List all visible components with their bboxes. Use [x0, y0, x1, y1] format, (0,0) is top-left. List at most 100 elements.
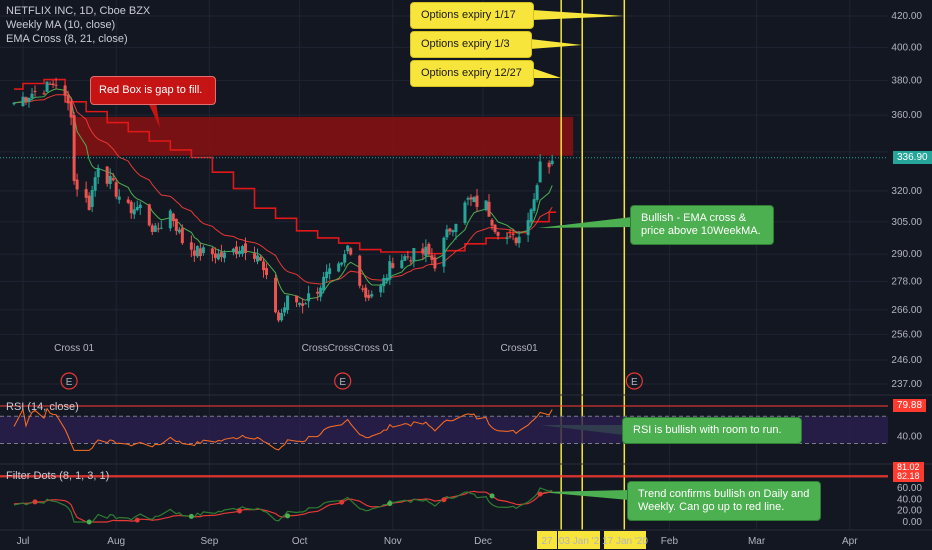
candle-body [189, 242, 193, 250]
candle-body [517, 236, 521, 244]
candle-body [496, 232, 500, 236]
candle-body [472, 197, 476, 203]
candle-body [484, 200, 488, 211]
candle-body [219, 252, 223, 258]
candle-body [340, 262, 344, 265]
candle-body [126, 199, 130, 203]
filter-axis-label: 40.00 [897, 494, 922, 505]
candle-body [159, 227, 163, 229]
time-axis-label: Jul [17, 536, 30, 547]
filter-dot [285, 513, 291, 519]
candle-body [469, 197, 473, 200]
candle-body [448, 228, 452, 232]
candle-body [301, 303, 305, 306]
highlighted-date-label: 03 Jan '2 [559, 536, 600, 547]
pointer-trend [540, 490, 629, 500]
candle-body [466, 198, 470, 200]
candle-body [328, 268, 332, 275]
filter-axis-label: 20.00 [897, 506, 922, 517]
pointer-options-1-3 [530, 39, 583, 49]
price-axis-label: 400.00 [891, 42, 922, 53]
candle-body [316, 291, 320, 294]
candle-body [147, 204, 151, 226]
candle-body [361, 288, 365, 290]
candle-body [538, 161, 542, 183]
candle-body [445, 229, 449, 238]
candle-body [87, 195, 91, 210]
filter-axis-label: 0.00 [903, 517, 923, 528]
candle-body [358, 255, 362, 286]
candle-body [177, 229, 181, 233]
candle-body [42, 93, 46, 95]
candle-body [475, 195, 479, 207]
candle-body [550, 160, 554, 165]
candle-body [51, 83, 55, 86]
callout-red-box-gap: Red Box is gap to fill. [90, 76, 216, 105]
candle-body [210, 248, 214, 255]
candle-body [256, 255, 260, 262]
candle-body [129, 201, 133, 214]
candle-body [45, 81, 49, 92]
candle-body [286, 295, 290, 311]
candle-body [388, 261, 392, 280]
legend-ema-cross: EMA Cross (8, 21, close) [6, 33, 128, 45]
candle-body [231, 248, 235, 253]
earnings-marker-label: E [66, 377, 73, 388]
filter-line-red [13, 490, 553, 523]
candle-body [253, 253, 257, 259]
candle-body [153, 225, 157, 232]
candle-body [535, 185, 539, 200]
candle-body [424, 246, 428, 257]
candle-body [547, 162, 551, 168]
filter-dot [489, 493, 495, 499]
candle-body [96, 167, 100, 178]
price-axis-label: 246.00 [891, 355, 922, 366]
candle-body [24, 97, 28, 102]
candle-body [234, 246, 238, 255]
candle-body [367, 294, 371, 299]
candle-body [385, 277, 389, 281]
candle-body [400, 260, 404, 269]
candle-body [505, 237, 509, 239]
highlighted-date-label: 27 [541, 536, 553, 547]
highlighted-date-bg [558, 531, 600, 549]
candle-body [259, 257, 263, 261]
candle-body [30, 93, 34, 98]
candle-body [337, 263, 341, 272]
candle-body [192, 250, 196, 256]
filter-dot [387, 501, 393, 507]
candle-body [343, 254, 347, 263]
candle-body [54, 84, 58, 86]
candle-body [346, 245, 350, 252]
filter-dot [32, 499, 38, 505]
highlighted-date-bg [537, 531, 557, 549]
candle-body [514, 237, 518, 244]
candle-body [295, 295, 299, 303]
candle-body [12, 102, 16, 105]
candle-body [171, 213, 175, 222]
legend-filter-dots: Filter Dots (8, 1, 3, 1) [6, 470, 110, 482]
candle-body [391, 263, 395, 268]
highlighted-date-bg [604, 531, 646, 549]
earnings-marker-label: E [631, 377, 638, 388]
candle-body [48, 83, 52, 85]
callout-bullish-ema: Bullish - EMA cross & price above 10Week… [630, 205, 774, 245]
candle-body [412, 248, 416, 262]
cross-marker-label: Cross01 [500, 343, 538, 354]
candle-body [304, 303, 308, 305]
filter-dot [537, 491, 543, 497]
candle-body [409, 260, 413, 262]
candle-body [84, 189, 88, 198]
candle-body [168, 210, 172, 229]
pointer-options-12-27 [532, 68, 562, 78]
candle-body [90, 190, 94, 207]
candle-body [135, 206, 139, 211]
candle-body [156, 228, 160, 230]
candle-body [180, 228, 184, 244]
callout-options-expiry-12-27: Options expiry 12/27 [410, 60, 534, 87]
candle-body [280, 313, 284, 321]
candle-body [93, 177, 97, 191]
candle-body [216, 253, 220, 260]
candle-body [114, 182, 118, 197]
candle-body [406, 256, 410, 258]
